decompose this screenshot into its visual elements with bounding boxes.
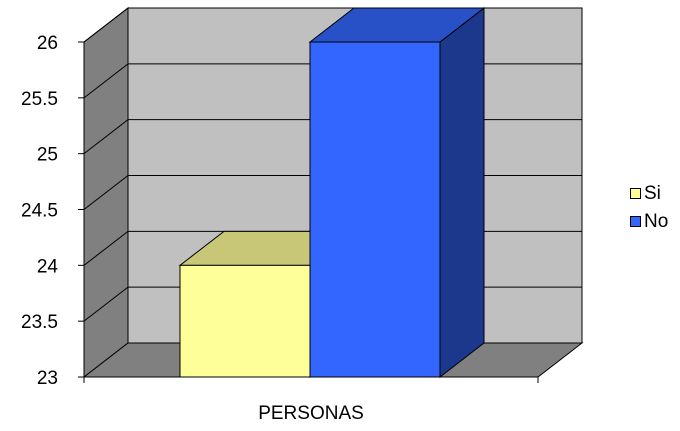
legend-item-no: No <box>625 208 680 236</box>
legend-swatch-si <box>630 188 641 199</box>
y-tick-label: 25.5 <box>21 89 58 110</box>
bar-front-face <box>309 41 441 378</box>
y-tick-label: 23 <box>37 368 58 389</box>
bars <box>178 6 486 379</box>
y-axis-ticks: 23 23.5 24 24.5 25 25.5 26 <box>21 33 84 389</box>
gridline-side <box>83 119 129 155</box>
bar-front-face <box>179 264 311 378</box>
legend-swatch-no <box>630 216 641 227</box>
y-tick-label: 23.5 <box>21 312 58 333</box>
gridline-side <box>83 63 129 99</box>
y-tick-label: 24.5 <box>21 201 58 222</box>
gridline-side <box>83 230 129 266</box>
bar-no <box>308 6 486 379</box>
gridline-side <box>83 7 129 43</box>
legend-item-si: Si <box>625 180 680 208</box>
legend-label-si: Si <box>644 183 661 204</box>
y-tick-label: 25 <box>37 145 58 166</box>
legend: Si No <box>625 180 680 236</box>
x-category-label: PERSONAS <box>258 403 364 424</box>
gridline-side <box>83 175 129 210</box>
y-tick-label: 24 <box>37 256 59 277</box>
bar-side-face <box>439 6 485 379</box>
y-tick-label: 26 <box>37 33 58 54</box>
gridline-side <box>83 286 129 322</box>
legend-label-no: No <box>644 211 669 232</box>
